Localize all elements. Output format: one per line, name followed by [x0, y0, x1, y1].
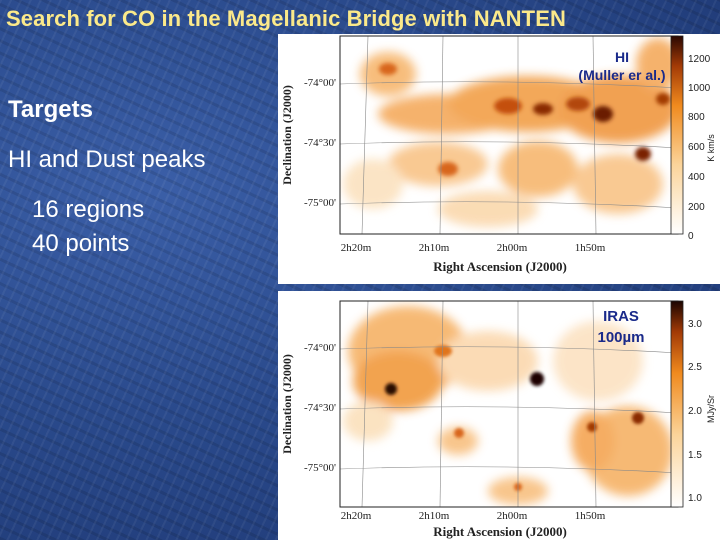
iras-cbar-tick-4: 1.5 [688, 450, 702, 461]
iras-map-panel: Declination (J2000) -74°00' -74°30' -75°… [278, 291, 720, 540]
hi-xtick-2: 2h10m [419, 242, 450, 254]
hi-xlabel: Right Ascension (J2000) [433, 259, 567, 274]
hi-xtick-3: 2h00m [497, 242, 528, 254]
hi-xtick-1: 2h20m [341, 242, 372, 254]
hi-ytick-3: -75°00' [304, 197, 336, 209]
iras-cbar-tick-1: 3.0 [688, 319, 702, 330]
iras-map-figure: Declination (J2000) -74°00' -74°30' -75°… [280, 300, 716, 539]
iras-map-annotation: IRAS 100µm [585, 306, 657, 348]
bullet-points-count: 40 points [32, 230, 130, 257]
iras-xlabel: Right Ascension (J2000) [433, 524, 567, 539]
bullet-hi-dust-peaks: HI and Dust peaks [8, 146, 206, 173]
iras-xtick-4: 1h50m [575, 510, 606, 522]
iras-annotation-line2: 100µm [597, 329, 645, 346]
iras-cbar-tick-3: 2.0 [688, 406, 702, 417]
iras-cbar-tick-2: 2.5 [688, 362, 702, 373]
iras-colorbar-unit: MJy/Sr [706, 395, 716, 423]
hi-map-panel: Declination (J2000) -74°00' -74°30' -75°… [278, 34, 720, 284]
iras-emission-map [340, 301, 678, 507]
hi-colorbar-unit: K km/s [706, 134, 716, 162]
hi-emission-map [340, 36, 678, 234]
hi-ytick-2: -74°30' [304, 137, 336, 149]
iras-xtick-1: 2h20m [341, 510, 372, 522]
bullet-targets: Targets [8, 96, 93, 123]
hi-xtick-4: 1h50m [575, 242, 606, 254]
hi-cbar-tick-5: 400 [688, 172, 705, 183]
hi-cbar-tick-6: 200 [688, 202, 705, 213]
iras-xtick-3: 2h00m [497, 510, 528, 522]
iras-ytick-3: -75°00' [304, 462, 336, 474]
hi-ylabel: Declination (J2000) [280, 85, 294, 185]
hi-cbar-tick-7: 0 [688, 231, 694, 242]
hi-cbar-tick-2: 1000 [688, 83, 711, 94]
iras-annotation-line1: IRAS [603, 308, 639, 325]
hi-annotation-line2: (Muller er al.) [578, 67, 666, 83]
hi-map-annotation: HI (Muller er al.) [563, 48, 681, 84]
hi-colorbar [670, 35, 684, 235]
iras-ylabel: Declination (J2000) [280, 354, 294, 454]
slide-title: Search for CO in the Magellanic Bridge w… [6, 6, 566, 31]
hi-cbar-tick-1: 1200 [688, 54, 711, 65]
hi-map-figure: Declination (J2000) -74°00' -74°30' -75°… [280, 35, 716, 274]
hi-annotation-line1: HI [615, 49, 629, 65]
iras-xtick-2: 2h10m [419, 510, 450, 522]
iras-ytick-2: -74°30' [304, 402, 336, 414]
iras-ytick-1: -74°00' [304, 342, 336, 354]
iras-colorbar [670, 300, 684, 508]
hi-ytick-1: -74°00' [304, 77, 336, 89]
iras-cbar-tick-5: 1.0 [688, 493, 702, 504]
bullet-regions-count: 16 regions [32, 196, 145, 223]
hi-cbar-tick-4: 600 [688, 142, 705, 153]
hi-cbar-tick-3: 800 [688, 112, 705, 123]
